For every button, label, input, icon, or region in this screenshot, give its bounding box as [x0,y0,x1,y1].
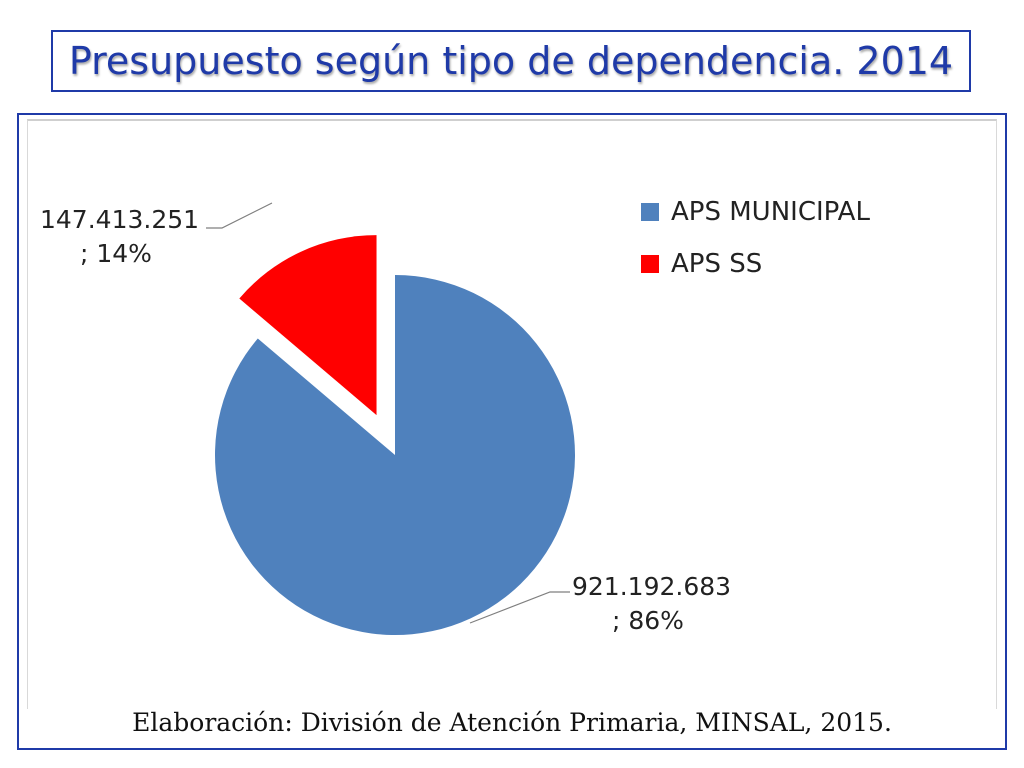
legend-label-aps-ss: APS SS [671,249,763,279]
pie-slice-aps-municipal [214,275,575,636]
data-label-aps-ss: 147.413.251 ; 14% [40,203,199,271]
legend-swatch-aps-ss [641,255,659,273]
leader-line-aps-municipal [469,591,570,624]
data-label-aps-ss-value: 147.413.251 [40,205,200,234]
legend-swatch-aps-municipal [641,203,659,221]
data-label-aps-ss-percent: ; 14% [80,239,152,268]
data-label-aps-municipal-percent: ; 86% [612,606,684,635]
legend-label-aps-municipal: APS MUNICIPAL [671,197,870,227]
data-label-aps-municipal-value: 921.192.683 [572,572,732,601]
data-label-aps-municipal: 921.192.683 ; 86% [572,570,731,638]
legend-item-aps-municipal: APS MUNICIPAL [641,197,870,227]
pie-slice-aps-ss [239,235,377,416]
chart-area [27,119,997,709]
legend: APS MUNICIPAL APS SS [641,197,870,301]
slide-title: Presupuesto según tipo de dependencia. 2… [68,39,954,83]
legend-item-aps-ss: APS SS [641,249,870,279]
source-note: Elaboración: División de Atención Primar… [132,708,892,737]
leader-line-aps-ss [206,202,273,229]
title-box: Presupuesto según tipo de dependencia. 2… [51,30,971,92]
